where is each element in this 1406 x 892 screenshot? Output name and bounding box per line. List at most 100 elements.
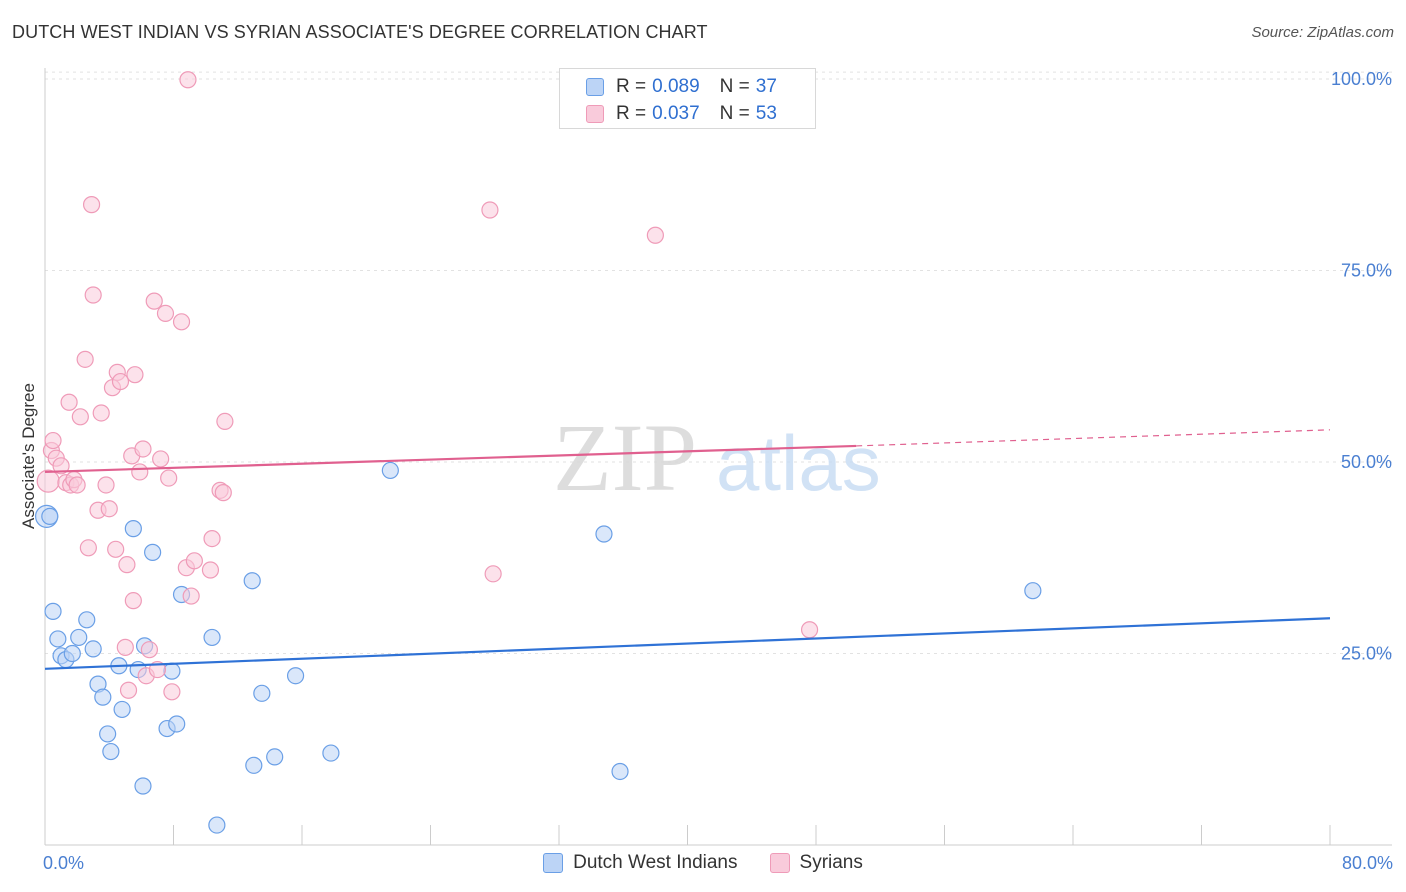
syrian-point (646, 226, 664, 244)
syrian-point (185, 552, 203, 570)
y-tick-label: 25.0% (1341, 644, 1392, 664)
syrian-point (36, 469, 60, 493)
dutch-point (134, 777, 152, 795)
axes (44, 68, 1392, 846)
syrian-point (44, 431, 62, 450)
dutch-point (611, 762, 629, 781)
dutch-point (253, 684, 271, 702)
series-legend: Dutch West Indians Syrians (0, 852, 1406, 874)
legend-r-value: 0.037 (652, 103, 700, 124)
dutch-point (245, 756, 263, 774)
syrian-point (481, 201, 499, 219)
syrian-point (119, 681, 138, 699)
dutch-point (44, 602, 62, 620)
syrian-point (60, 393, 78, 411)
legend-row-dutch: R = 0.089 N = 37 (586, 75, 777, 99)
legend-r-label: R = (616, 76, 647, 97)
syrian-point (116, 638, 134, 656)
dutch-point (99, 725, 117, 743)
dutch-point (322, 744, 340, 762)
dutch-point (113, 700, 131, 719)
syrian-point (145, 292, 163, 310)
legend-n-label: N = (719, 76, 750, 97)
watermark-atlas: atlas (716, 419, 881, 507)
syrian-point (68, 476, 86, 494)
syrian-point (97, 476, 115, 494)
syrian-point (131, 463, 149, 481)
correlation-legend: R = 0.089 N = 37 R = 0.037 N = 53 (559, 68, 816, 129)
dutch-point (1024, 582, 1042, 600)
syrian-point (800, 621, 819, 639)
y-axis-label: Associate's Degree (19, 383, 38, 529)
syrian-point (92, 404, 110, 422)
dutch-point (144, 543, 162, 561)
legend-swatch-syrian (769, 853, 790, 873)
watermark: ZIP atlas (553, 404, 881, 511)
y-tick-label: 75.0% (1341, 261, 1392, 281)
legend-r-label: R = (616, 103, 647, 124)
chart-title: DUTCH WEST INDIAN VS SYRIAN ASSOCIATE'S … (12, 22, 708, 42)
syrian-point (140, 641, 159, 659)
syrian-point (111, 372, 130, 391)
legend-swatch-dutch (543, 853, 564, 873)
syrian-point (52, 457, 70, 475)
legend-n-value: 37 (755, 76, 777, 97)
syrian-trend-extension (856, 429, 1331, 447)
syrian-point (156, 304, 175, 322)
dutch-point (381, 461, 399, 480)
syrian-point (152, 450, 170, 468)
dutch-point (243, 572, 261, 590)
syrian-point (124, 592, 142, 610)
syrian-point (160, 469, 178, 487)
syrian-point (71, 408, 89, 426)
y-tick-label: 50.0% (1341, 452, 1392, 472)
y-tick-label: 100.0% (1331, 69, 1392, 89)
syrian-point (118, 556, 136, 574)
gridlines (45, 71, 1392, 654)
watermark-zip: ZIP (553, 404, 697, 511)
data-points (35, 71, 1042, 834)
syrian-point (203, 529, 221, 548)
legend-row-syrian: R = 0.037 N = 53 (586, 102, 777, 126)
dutch-point (94, 688, 112, 706)
legend-n-value: 53 (755, 103, 777, 124)
x-tick-label: 80.0% (1342, 853, 1393, 873)
syrian-point (107, 540, 125, 558)
legend-item-syrians[interactable]: Syrians (769, 852, 863, 874)
dutch-point (63, 644, 81, 663)
legend-label-dutch: Dutch West Indians (573, 852, 738, 873)
syrian-point (182, 587, 200, 605)
syrian-trend-line (44, 444, 857, 474)
syrian-point (163, 683, 181, 701)
syrian-point (126, 366, 144, 384)
x-tick-label: 0.0% (43, 853, 84, 873)
trend-lines (44, 429, 1331, 670)
dutch-point (102, 742, 120, 761)
legend-item-dutch-west-indians[interactable]: Dutch West Indians (543, 852, 738, 874)
dutch-point (595, 525, 613, 543)
dutch-point (168, 715, 186, 733)
dutch-point (84, 640, 102, 658)
source-label: Source: ZipAtlas.com (1251, 24, 1394, 41)
syrian-point (201, 561, 220, 579)
syrian-point (172, 313, 191, 331)
dutch-point (49, 630, 67, 648)
legend-swatch-dutch (586, 78, 604, 96)
dutch-point (286, 667, 305, 685)
dutch-point (203, 628, 221, 647)
syrian-point (179, 71, 197, 89)
tick-labels: 25.0% 50.0% 75.0% 100.0% 0.0% 80.0% (43, 69, 1393, 873)
legend-r-value: 0.089 (652, 76, 700, 97)
dutch-point (124, 520, 142, 538)
dutch-trend-line (44, 617, 1331, 670)
dutch-point (41, 507, 59, 525)
syrian-point (484, 565, 502, 583)
syrian-point (100, 500, 118, 518)
legend-label-syrian: Syrians (799, 852, 863, 873)
syrian-point (216, 412, 234, 431)
dutch-point (163, 662, 181, 680)
syrian-point (84, 286, 102, 304)
syrian-point (82, 196, 101, 214)
syrian-point (79, 539, 97, 557)
